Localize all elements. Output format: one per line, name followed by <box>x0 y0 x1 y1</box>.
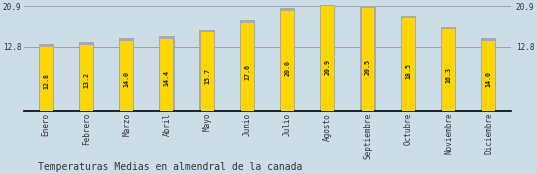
Bar <box>161 39 173 111</box>
Bar <box>441 27 456 111</box>
Bar <box>159 36 175 111</box>
Bar <box>119 38 134 111</box>
Text: 15.7: 15.7 <box>204 68 210 84</box>
Text: Temperaturas Medias en almendral de la canada: Temperaturas Medias en almendral de la c… <box>38 162 302 172</box>
Text: 20.0: 20.0 <box>285 60 291 76</box>
Bar <box>240 20 255 111</box>
Bar <box>201 32 214 111</box>
Bar <box>482 41 495 111</box>
Bar <box>361 8 374 111</box>
Bar <box>40 47 53 111</box>
Text: 16.3: 16.3 <box>446 67 452 83</box>
Text: 20.5: 20.5 <box>365 59 371 75</box>
Bar <box>321 6 334 111</box>
Text: 20.9: 20.9 <box>325 58 331 74</box>
Text: 18.5: 18.5 <box>405 63 411 79</box>
Bar <box>80 45 93 111</box>
Text: 13.2: 13.2 <box>83 72 90 88</box>
Bar <box>199 30 215 111</box>
Bar <box>241 23 254 111</box>
Bar <box>320 3 336 111</box>
Bar <box>360 6 376 111</box>
Text: 14.0: 14.0 <box>124 71 129 87</box>
Text: 14.4: 14.4 <box>164 70 170 86</box>
Bar <box>442 29 455 111</box>
Bar <box>79 42 94 111</box>
Bar <box>402 18 415 111</box>
Text: 14.0: 14.0 <box>486 71 492 87</box>
Bar <box>39 44 54 111</box>
Bar <box>120 41 133 111</box>
Bar <box>280 8 295 111</box>
Bar <box>481 38 496 111</box>
Text: 12.8: 12.8 <box>43 73 49 89</box>
Text: 17.6: 17.6 <box>244 64 250 80</box>
Bar <box>401 16 416 111</box>
Bar <box>281 11 294 111</box>
